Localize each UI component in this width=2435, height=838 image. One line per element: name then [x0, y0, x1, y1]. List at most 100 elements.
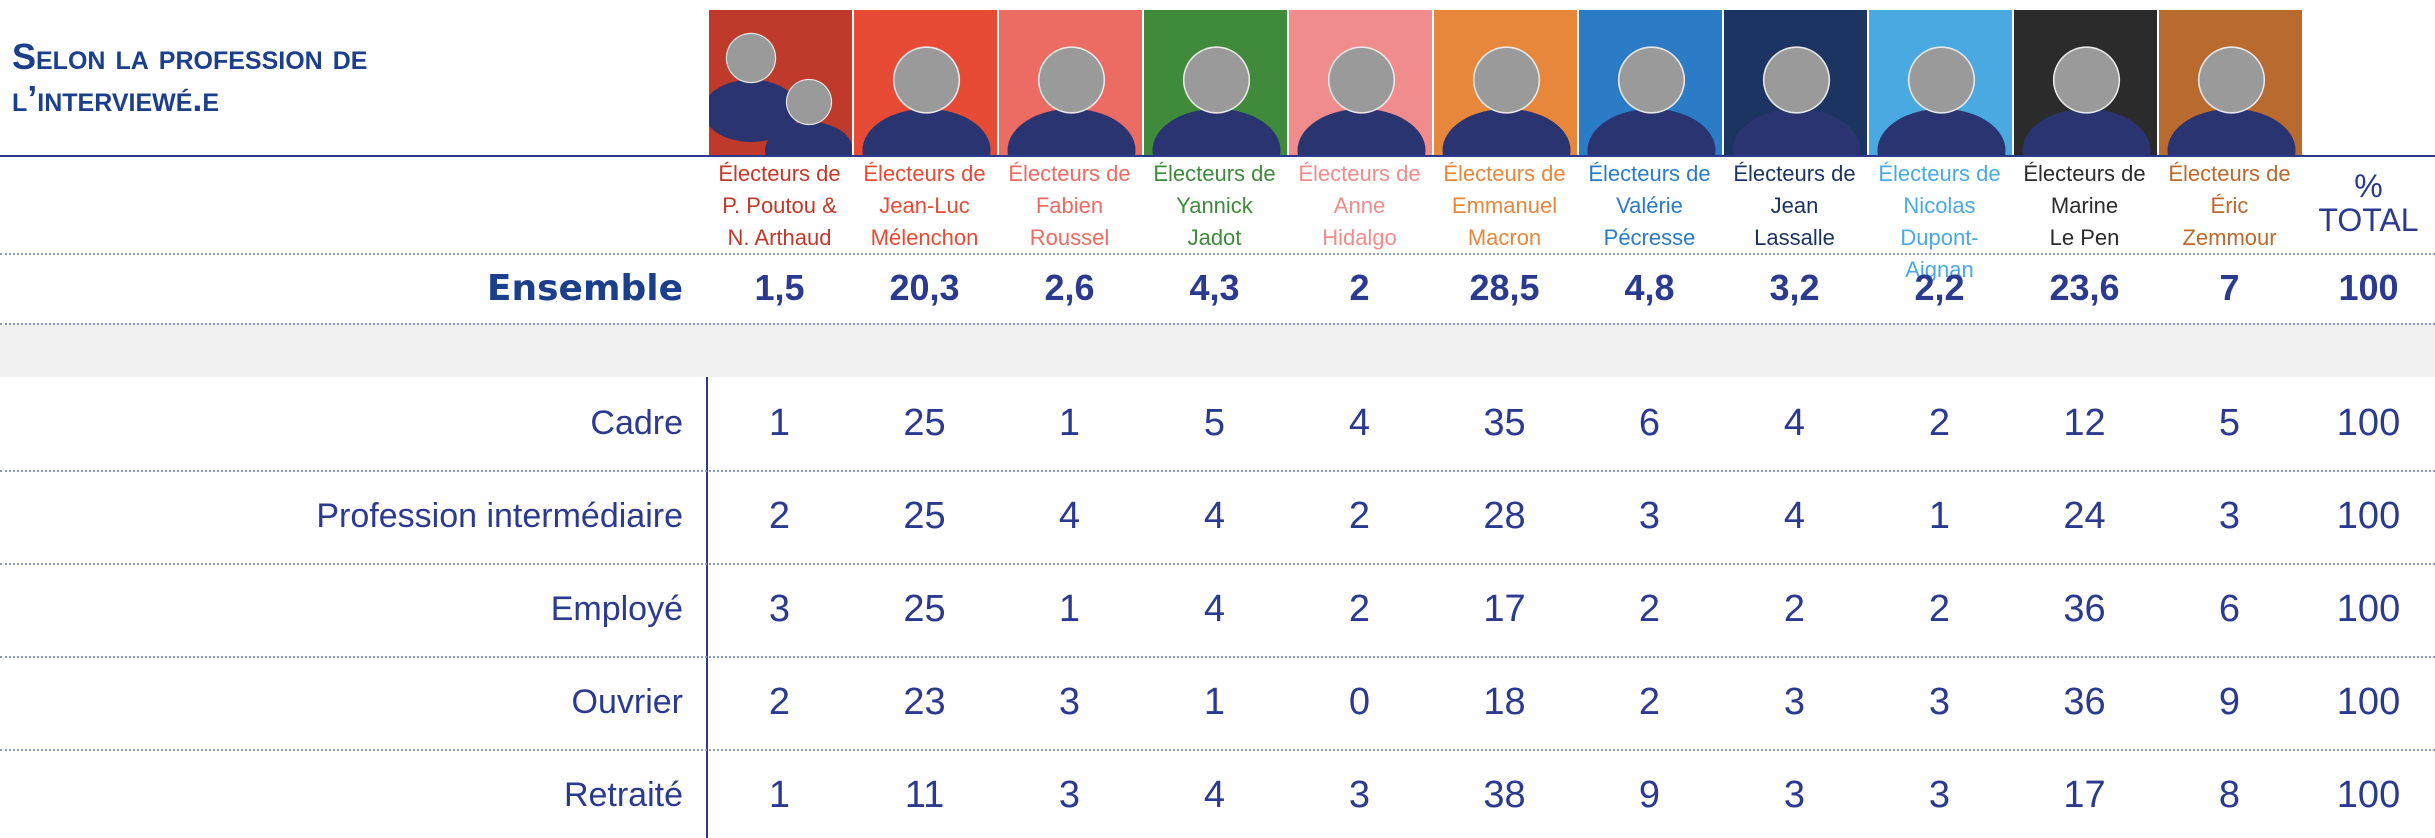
column-header: Le Pen [2012, 222, 2157, 254]
column-header: Fabien [997, 190, 1142, 222]
cell: 2 [1287, 470, 1432, 563]
cell: 4 [1142, 563, 1287, 656]
title: Selon la profession de l’interviewé.e [12, 36, 512, 120]
cell: 3 [1867, 656, 2012, 749]
cell: 28 [1432, 470, 1577, 563]
portrait [2200, 48, 2264, 112]
cell: 5 [1142, 377, 1287, 470]
cell: 17 [1432, 563, 1577, 656]
cell: 5 [2157, 377, 2302, 470]
cell: 1,5 [707, 253, 852, 323]
portrait [1869, 10, 2012, 155]
cell: 2 [707, 470, 852, 563]
portrait [1878, 109, 2006, 155]
portrait [1298, 109, 1426, 155]
cell: 6 [1577, 377, 1722, 470]
cell: 2 [1577, 656, 1722, 749]
portrait [709, 10, 852, 155]
cell: 1 [1142, 656, 1287, 749]
cell: 0 [1287, 656, 1432, 749]
cell: 36 [2012, 563, 2157, 656]
photo-box [1432, 10, 1577, 155]
portrait [1443, 109, 1571, 155]
cell: 1 [997, 377, 1142, 470]
cell: 2 [1287, 563, 1432, 656]
column-header: Zemmour [2157, 222, 2302, 254]
column-header: Valérie [1577, 190, 1722, 222]
column-header: Électeurs de [1867, 158, 2012, 190]
portrait [1153, 109, 1281, 155]
cell: 23 [852, 656, 997, 749]
column-header: Jean-Luc [852, 190, 997, 222]
cell: 9 [1577, 749, 1722, 838]
cell: 25 [852, 563, 997, 656]
column-header: Électeurs de [2012, 158, 2157, 190]
cell: 4 [997, 470, 1142, 563]
portrait [2023, 109, 2151, 155]
column-header: Électeurs de [1432, 158, 1577, 190]
cell: 3 [997, 749, 1142, 838]
cell: 11 [852, 749, 997, 838]
row-label: Ouvrier [0, 656, 707, 749]
photo-box [1142, 10, 1287, 155]
portrait [2055, 48, 2119, 112]
cell: 2 [707, 656, 852, 749]
cell: 100 [2302, 377, 2435, 470]
cell: 100 [2302, 656, 2435, 749]
total-header: TOTAL [2302, 204, 2435, 236]
portrait [863, 109, 991, 155]
cell: 8 [2157, 749, 2302, 838]
column-header: Jean [1722, 190, 1867, 222]
portrait [895, 48, 959, 112]
cell: 100 [2302, 470, 2435, 563]
row-line [0, 323, 2435, 325]
column-header: Lassalle [1722, 222, 1867, 254]
cell: 3 [1867, 749, 2012, 838]
column-header: Électeurs de [2157, 158, 2302, 190]
portrait [999, 10, 1142, 155]
column-header: Électeurs de [997, 158, 1142, 190]
cell: 4,3 [1142, 253, 1287, 323]
cell: 3,2 [1722, 253, 1867, 323]
cell: 100 [2302, 563, 2435, 656]
cell: 2,2 [1867, 253, 2012, 323]
cell: 3 [997, 656, 1142, 749]
photo-box [2012, 10, 2157, 155]
photo-box [1287, 10, 1432, 155]
cell: 2 [1867, 377, 2012, 470]
portrait [1579, 10, 1722, 155]
portrait [787, 80, 831, 124]
cell: 17 [2012, 749, 2157, 838]
column-header: Yannick [1142, 190, 1287, 222]
column-header: Électeurs de [1287, 158, 1432, 190]
cell: 3 [2157, 470, 2302, 563]
cell: 4 [1722, 470, 1867, 563]
cell: 9 [2157, 656, 2302, 749]
column-header: Macron [1432, 222, 1577, 254]
cell: 1 [1867, 470, 2012, 563]
cell: 4 [1142, 749, 1287, 838]
header-line [0, 155, 2435, 157]
cell: 1 [707, 749, 852, 838]
portrait [727, 34, 775, 82]
photo-box [707, 10, 852, 155]
cell: 3 [707, 563, 852, 656]
column-header: Marine [2012, 190, 2157, 222]
column-header: P. Poutou & [707, 190, 852, 222]
column-header: Électeurs de [1142, 158, 1287, 190]
portrait [1330, 48, 1394, 112]
portrait [1620, 48, 1684, 112]
cell: 25 [852, 377, 997, 470]
cell: 7 [2157, 253, 2302, 323]
cell: 2 [1867, 563, 2012, 656]
column-header: Hidalgo [1287, 222, 1432, 254]
row-label: Cadre [0, 377, 707, 470]
portrait [1185, 48, 1249, 112]
column-header: Nicolas [1867, 190, 2012, 222]
photo-box [2157, 10, 2302, 155]
column-header: Anne [1287, 190, 1432, 222]
cell: 28,5 [1432, 253, 1577, 323]
portrait [1434, 10, 1577, 155]
cell: 38 [1432, 749, 1577, 838]
cell: 3 [1287, 749, 1432, 838]
